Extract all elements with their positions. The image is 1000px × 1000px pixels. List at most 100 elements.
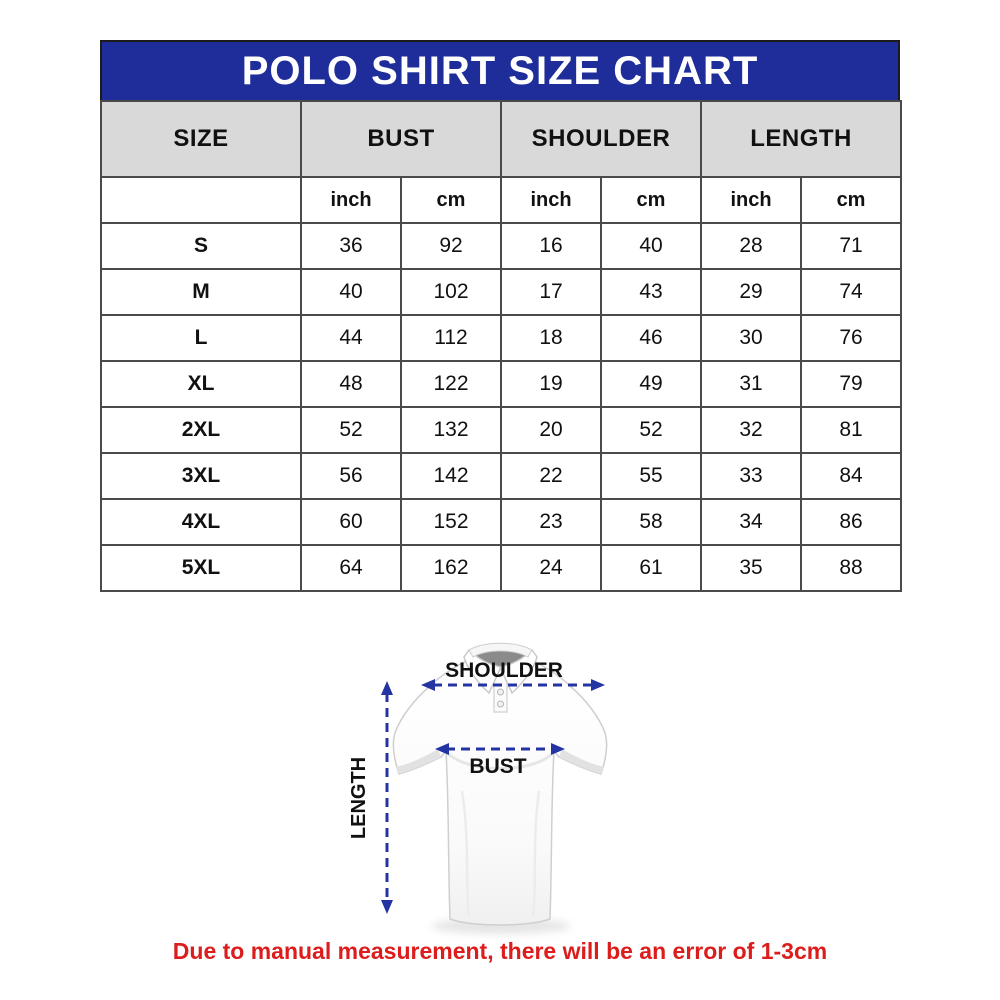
shoulder-arrow: [421, 679, 605, 691]
column-header-size: SIZE: [100, 100, 302, 178]
value-cell: 33: [700, 452, 803, 500]
shoulder-label: SHOULDER: [445, 659, 563, 682]
unit-header: inch: [700, 176, 803, 224]
unit-header-row: inch cm inch cm inch cm: [100, 176, 903, 224]
size-cell: L: [100, 314, 302, 362]
unit-header: inch: [300, 176, 402, 224]
column-header-bust: BUST: [300, 100, 502, 178]
value-cell: 48: [300, 360, 402, 408]
value-cell: 76: [800, 314, 903, 362]
table-row: L 44 112 18 46 30 76: [100, 314, 903, 362]
table-row: 3XL 56 142 22 55 33 84: [100, 452, 903, 500]
value-cell: 24: [500, 544, 602, 592]
value-cell: 86: [800, 498, 903, 546]
value-cell: 60: [300, 498, 402, 546]
unit-header-spacer: [100, 176, 302, 224]
value-cell: 152: [400, 498, 502, 546]
unit-header: cm: [800, 176, 903, 224]
chart-title-banner: POLO SHIRT SIZE CHART: [100, 40, 900, 102]
size-cell: M: [100, 268, 302, 316]
table-row: XL 48 122 19 49 31 79: [100, 360, 903, 408]
chest-fold: [444, 750, 556, 770]
unit-header: inch: [500, 176, 602, 224]
value-cell: 81: [800, 406, 903, 454]
size-cell: 4XL: [100, 498, 302, 546]
value-cell: 34: [700, 498, 803, 546]
value-cell: 16: [500, 222, 602, 270]
table-row: M 40 102 17 43 29 74: [100, 268, 903, 316]
collar-left-flap: [463, 648, 503, 695]
collar-right-flap: [498, 648, 538, 695]
value-cell: 29: [700, 268, 803, 316]
chart-title: POLO SHIRT SIZE CHART: [241, 49, 759, 93]
bust-arrow: [435, 743, 565, 755]
value-cell: 64: [300, 544, 402, 592]
value-cell: 31: [700, 360, 803, 408]
value-cell: 162: [400, 544, 502, 592]
value-cell: 18: [500, 314, 602, 362]
body-fold-right: [531, 790, 541, 917]
table-row: S 36 92 16 40 28 71: [100, 222, 903, 270]
table-row: 2XL 52 132 20 52 32 81: [100, 406, 903, 454]
measurement-note: Due to manual measurement, there will be…: [172, 938, 828, 964]
size-cell: 3XL: [100, 452, 302, 500]
value-cell: 61: [599, 544, 703, 592]
value-cell: 122: [400, 360, 502, 408]
size-cell: XL: [100, 360, 302, 408]
column-header-length: LENGTH: [700, 100, 903, 178]
size-cell: 2XL: [100, 406, 302, 454]
value-cell: 92: [400, 222, 502, 270]
polo-shirt-diagram: SHOULDER BUST LENGTH: [338, 636, 668, 944]
bust-label: BUST: [469, 755, 526, 778]
value-cell: 20: [500, 406, 602, 454]
size-chart-table: SIZE BUST SHOULDER LENGTH inch cm inch c…: [100, 100, 903, 592]
length-label: LENGTH: [348, 757, 370, 839]
value-cell: 35: [700, 544, 803, 592]
body-fold-left: [460, 790, 471, 917]
size-cell: S: [100, 222, 302, 270]
value-cell: 71: [800, 222, 903, 270]
value-cell: 46: [599, 314, 703, 362]
size-cell: 5XL: [100, 544, 302, 592]
value-cell: 43: [599, 268, 703, 316]
table-row: 4XL 60 152 23 58 34 86: [100, 498, 903, 546]
value-cell: 52: [300, 406, 402, 454]
value-cell: 23: [500, 498, 602, 546]
value-cell: 22: [500, 452, 602, 500]
value-cell: 84: [800, 452, 903, 500]
length-arrow: [381, 681, 393, 914]
group-header-row: SIZE BUST SHOULDER LENGTH: [100, 100, 903, 178]
value-cell: 102: [400, 268, 502, 316]
value-cell: 19: [500, 360, 602, 408]
value-cell: 56: [300, 452, 402, 500]
value-cell: 88: [800, 544, 903, 592]
value-cell: 28: [700, 222, 803, 270]
value-cell: 74: [800, 268, 903, 316]
value-cell: 79: [800, 360, 903, 408]
collar-band: [468, 642, 533, 658]
value-cell: 17: [500, 268, 602, 316]
value-cell: 30: [700, 314, 803, 362]
value-cell: 58: [599, 498, 703, 546]
left-sleeve-shading: [396, 749, 441, 774]
placket-button: [497, 688, 504, 696]
value-cell: 112: [400, 314, 502, 362]
value-cell: 52: [599, 406, 703, 454]
value-cell: 49: [599, 360, 703, 408]
right-sleeve-shading: [559, 749, 604, 774]
size-chart: POLO SHIRT SIZE CHART SIZE BUST SHOULDER…: [100, 40, 903, 592]
value-cell: 36: [300, 222, 402, 270]
value-cell: 44: [300, 314, 402, 362]
unit-header: cm: [599, 176, 703, 224]
value-cell: 55: [599, 452, 703, 500]
value-cell: 142: [400, 452, 502, 500]
shirt-body: [392, 657, 608, 926]
column-header-shoulder: SHOULDER: [499, 100, 703, 178]
placket-button: [497, 700, 504, 708]
unit-header: cm: [400, 176, 502, 224]
value-cell: 40: [599, 222, 703, 270]
value-cell: 132: [400, 406, 502, 454]
table-row: 5XL 64 162 24 61 35 88: [100, 544, 903, 592]
value-cell: 40: [300, 268, 402, 316]
